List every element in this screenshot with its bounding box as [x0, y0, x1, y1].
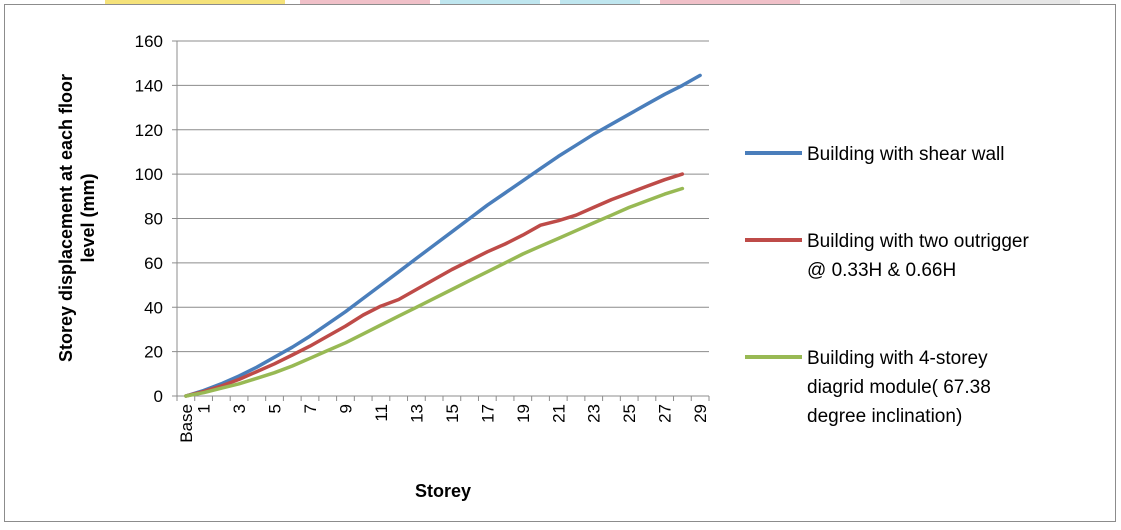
x-tick-label: 11 [372, 404, 391, 422]
x-tick-label: 17 [478, 404, 497, 423]
x-tick-label: Base [177, 404, 196, 443]
top-strip-pink [300, 0, 430, 6]
gridlines [177, 40, 709, 353]
legend-label-2: Building with two outrigger @ 0.33H & 0.6… [807, 231, 1029, 281]
y-tick-label: 160 [135, 32, 163, 51]
series-line-3 [184, 186, 685, 398]
top-strip-cyan-2 [560, 0, 640, 6]
top-strip-yellow [105, 0, 285, 6]
y-axis-title-line: Storey displacement at each floor [56, 74, 76, 362]
x-tick-label: 23 [585, 404, 604, 423]
y-tick-labels: 0 20 40 60 80 100 120 140 160 [135, 32, 177, 406]
top-strip-pink-2 [660, 0, 800, 6]
y-tick-label: 120 [135, 121, 163, 140]
legend-label-1: Building with shear wall [807, 144, 1005, 165]
x-tick-label: 5 [266, 404, 285, 413]
series-lines [184, 73, 702, 398]
axes [176, 41, 710, 401]
y-tick-label: 20 [144, 343, 163, 362]
x-tick-label: 29 [691, 404, 710, 423]
y-axis-title: Storey displacement at each floor level (… [56, 74, 98, 362]
x-tick-label: 27 [656, 404, 675, 423]
top-strip-cyan-1 [440, 0, 540, 6]
x-axis-title: Storey [415, 481, 471, 501]
x-tick-label: 9 [336, 404, 355, 413]
x-tick-label: 3 [230, 404, 249, 413]
legend-label-3: Building with 4-storey diagrid module( 67… [807, 348, 991, 427]
y-tick-label: 40 [144, 298, 163, 317]
legend: Building with shear wall Building with tw… [745, 144, 1029, 427]
x-tick-label: 15 [443, 404, 462, 423]
top-strip-gray [900, 0, 1080, 6]
y-tick-label: 100 [135, 165, 163, 184]
x-tick-label: 1 [195, 404, 214, 413]
x-tick-label: 7 [301, 404, 320, 413]
x-tick-label: 13 [407, 404, 426, 423]
x-tick-label: 21 [549, 404, 568, 423]
y-tick-label: 140 [135, 76, 163, 95]
y-axis-title-line: level (mm) [78, 173, 98, 262]
y-tick-label: 0 [154, 387, 163, 406]
x-tick-label: 25 [620, 404, 639, 423]
series-line-2 [184, 172, 685, 398]
y-tick-label: 80 [144, 210, 163, 229]
y-tick-label: 60 [144, 254, 163, 273]
series-line-1 [184, 73, 702, 398]
x-tick-label: 19 [514, 404, 533, 423]
